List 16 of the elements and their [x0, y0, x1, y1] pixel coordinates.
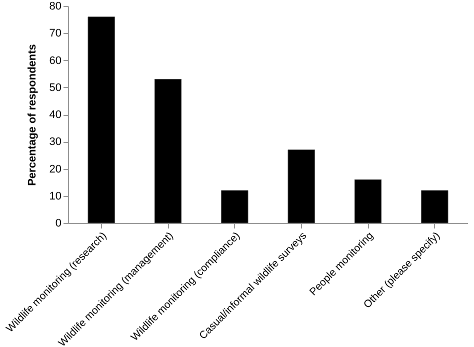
y-tick-label: 50: [49, 82, 62, 94]
y-tick-label: 40: [49, 109, 62, 121]
y-tick-label: 0: [55, 218, 62, 230]
bar: [354, 179, 382, 224]
y-tick-label: 70: [49, 28, 62, 40]
bar: [154, 78, 182, 224]
y-axis-title: Percentage of respondents: [26, 44, 38, 186]
bar: [221, 190, 248, 224]
bar: [288, 150, 315, 224]
bar: [88, 16, 115, 224]
y-tick-label: 20: [49, 163, 62, 176]
y-tick-label: 10: [49, 190, 62, 202]
bar: [421, 190, 448, 224]
y-tick-label: 30: [49, 136, 62, 148]
y-tick-label: 80: [49, 0, 62, 12]
y-tick-label: 60: [49, 54, 62, 67]
